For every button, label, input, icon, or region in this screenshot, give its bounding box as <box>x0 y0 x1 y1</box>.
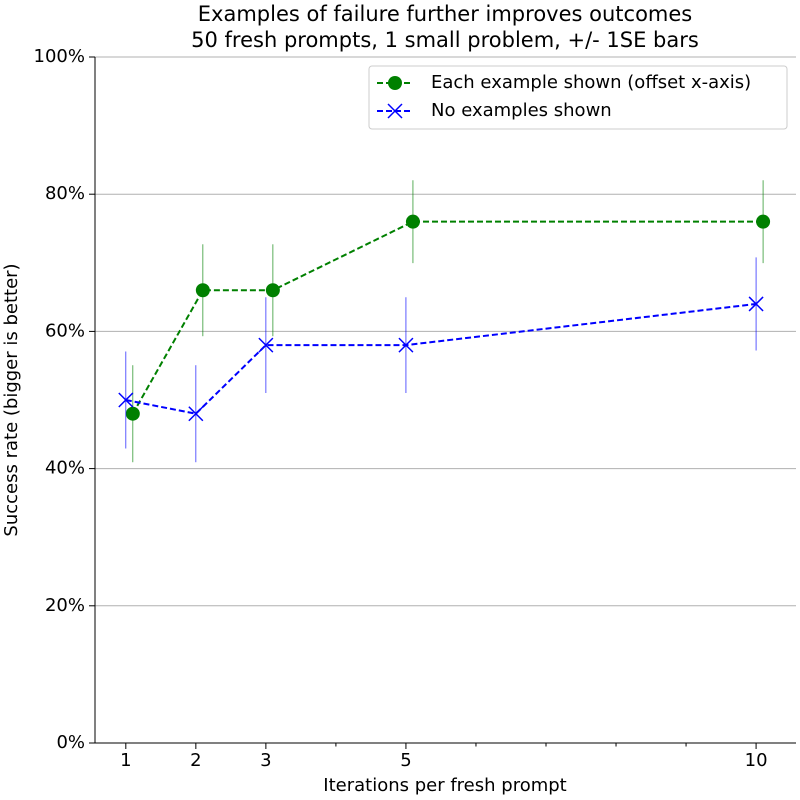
legend-marker <box>388 76 402 90</box>
point <box>258 337 274 353</box>
point <box>195 283 210 298</box>
x-tick-label: 3 <box>260 750 271 771</box>
point <box>756 214 771 229</box>
point <box>748 296 764 312</box>
y-tick-label: 100% <box>34 46 85 67</box>
y-tick-label: 20% <box>45 595 85 616</box>
x-tick-label: 10 <box>745 750 768 771</box>
y-axis-label: Success rate (bigger is better) <box>1 263 22 536</box>
y-tick-label: 40% <box>45 458 85 479</box>
point <box>118 392 134 408</box>
legend: Each example shown (offset x-axis) No exa… <box>368 65 788 130</box>
legend-marker <box>387 103 403 119</box>
chart-subtitle: 50 fresh prompts, 1 small problem, +/- 1… <box>191 28 699 52</box>
legend-box <box>368 65 788 130</box>
point <box>188 406 204 422</box>
point <box>405 214 420 229</box>
x-tick-label: 1 <box>120 750 131 771</box>
y-tick-label: 0% <box>56 732 85 753</box>
x-tick-label: 2 <box>190 750 201 771</box>
series-line <box>125 302 757 415</box>
y-tick-label: 80% <box>45 183 85 204</box>
point <box>398 337 414 353</box>
x-axis-label: Iterations per fresh prompt <box>323 775 566 796</box>
chart-title: Examples of failure further improves out… <box>198 2 692 26</box>
legend-label: Each example shown (offset x-axis) <box>431 72 751 93</box>
x-tick-label: 5 <box>400 750 411 771</box>
legend-label: No examples shown <box>431 100 612 121</box>
point <box>265 283 280 298</box>
point <box>125 406 140 421</box>
y-tick-label: 60% <box>45 320 85 341</box>
